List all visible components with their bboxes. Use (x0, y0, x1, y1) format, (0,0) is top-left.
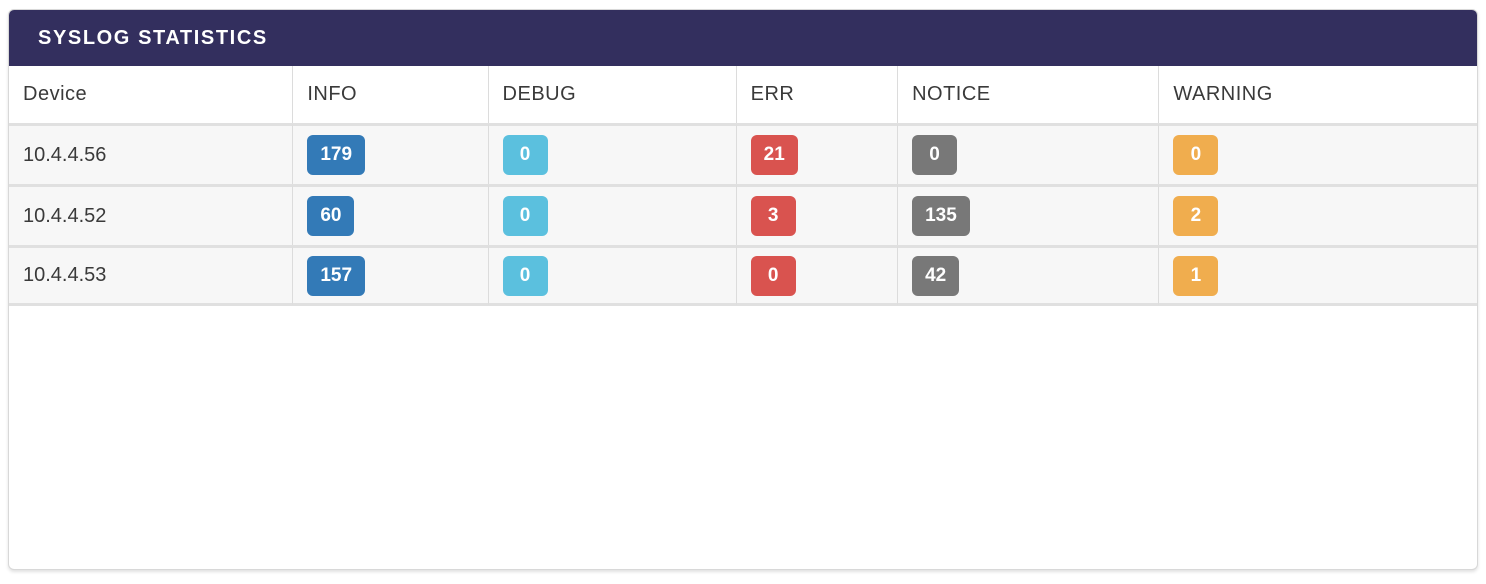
warning-cell: 2 (1158, 184, 1477, 245)
err-count-badge: 0 (750, 255, 796, 296)
info-count-badge: 60 (307, 196, 355, 236)
syslog-statistics-table: Device INFO DEBUG ERR NOTICE WARNING 10.… (9, 66, 1477, 306)
debug-cell: 0 (487, 123, 736, 184)
info-count-badge: 179 (307, 135, 366, 175)
column-header-warning: WARNING (1158, 66, 1477, 123)
debug-cell: 0 (487, 184, 736, 245)
device-cell: 10.4.4.52 (9, 184, 293, 245)
column-header-info: INFO (292, 66, 488, 123)
err-cell: 21 (735, 123, 898, 184)
column-header-debug: DEBUG (487, 66, 736, 123)
device-name: 10.4.4.52 (23, 204, 107, 227)
warning-count-badge: 2 (1173, 196, 1219, 236)
debug-count-badge: 0 (502, 196, 548, 236)
device-name: 10.4.4.56 (23, 143, 107, 166)
err-count-badge: 21 (750, 135, 798, 175)
debug-count-badge: 0 (502, 135, 548, 175)
table-row: 10.4.4.52 60 0 3 135 2 (9, 184, 1477, 245)
table-row: 10.4.4.53 157 0 0 42 1 (9, 245, 1477, 306)
warning-cell: 0 (1158, 123, 1477, 184)
info-count-badge: 157 (307, 255, 366, 296)
notice-count-badge: 42 (912, 255, 960, 296)
column-header-notice: NOTICE (897, 66, 1159, 123)
info-cell: 60 (292, 184, 488, 245)
notice-cell: 0 (897, 123, 1159, 184)
err-cell: 0 (735, 245, 898, 306)
info-cell: 179 (292, 123, 488, 184)
table-row: 10.4.4.56 179 0 21 0 0 (9, 123, 1477, 184)
column-header-device: Device (9, 66, 293, 123)
warning-cell: 1 (1158, 245, 1477, 306)
err-cell: 3 (735, 184, 898, 245)
err-count-badge: 3 (750, 196, 796, 236)
warning-count-badge: 0 (1173, 135, 1219, 175)
notice-cell: 135 (897, 184, 1159, 245)
panel-title: SYSLOG STATISTICS (38, 26, 268, 49)
panel-title-bar: SYSLOG STATISTICS (9, 10, 1477, 66)
notice-count-badge: 135 (912, 196, 970, 236)
syslog-statistics-panel: SYSLOG STATISTICS Device INFO DEBUG ERR … (8, 9, 1478, 570)
column-header-err: ERR (735, 66, 898, 123)
notice-count-badge: 0 (912, 135, 958, 175)
device-cell: 10.4.4.56 (9, 123, 293, 184)
notice-cell: 42 (897, 245, 1159, 306)
info-cell: 157 (292, 245, 488, 306)
table-header-row: Device INFO DEBUG ERR NOTICE WARNING (9, 66, 1477, 123)
warning-count-badge: 1 (1173, 255, 1219, 296)
debug-count-badge: 0 (502, 255, 548, 296)
device-name: 10.4.4.53 (23, 264, 107, 286)
debug-cell: 0 (487, 245, 736, 306)
device-cell: 10.4.4.53 (9, 245, 293, 306)
